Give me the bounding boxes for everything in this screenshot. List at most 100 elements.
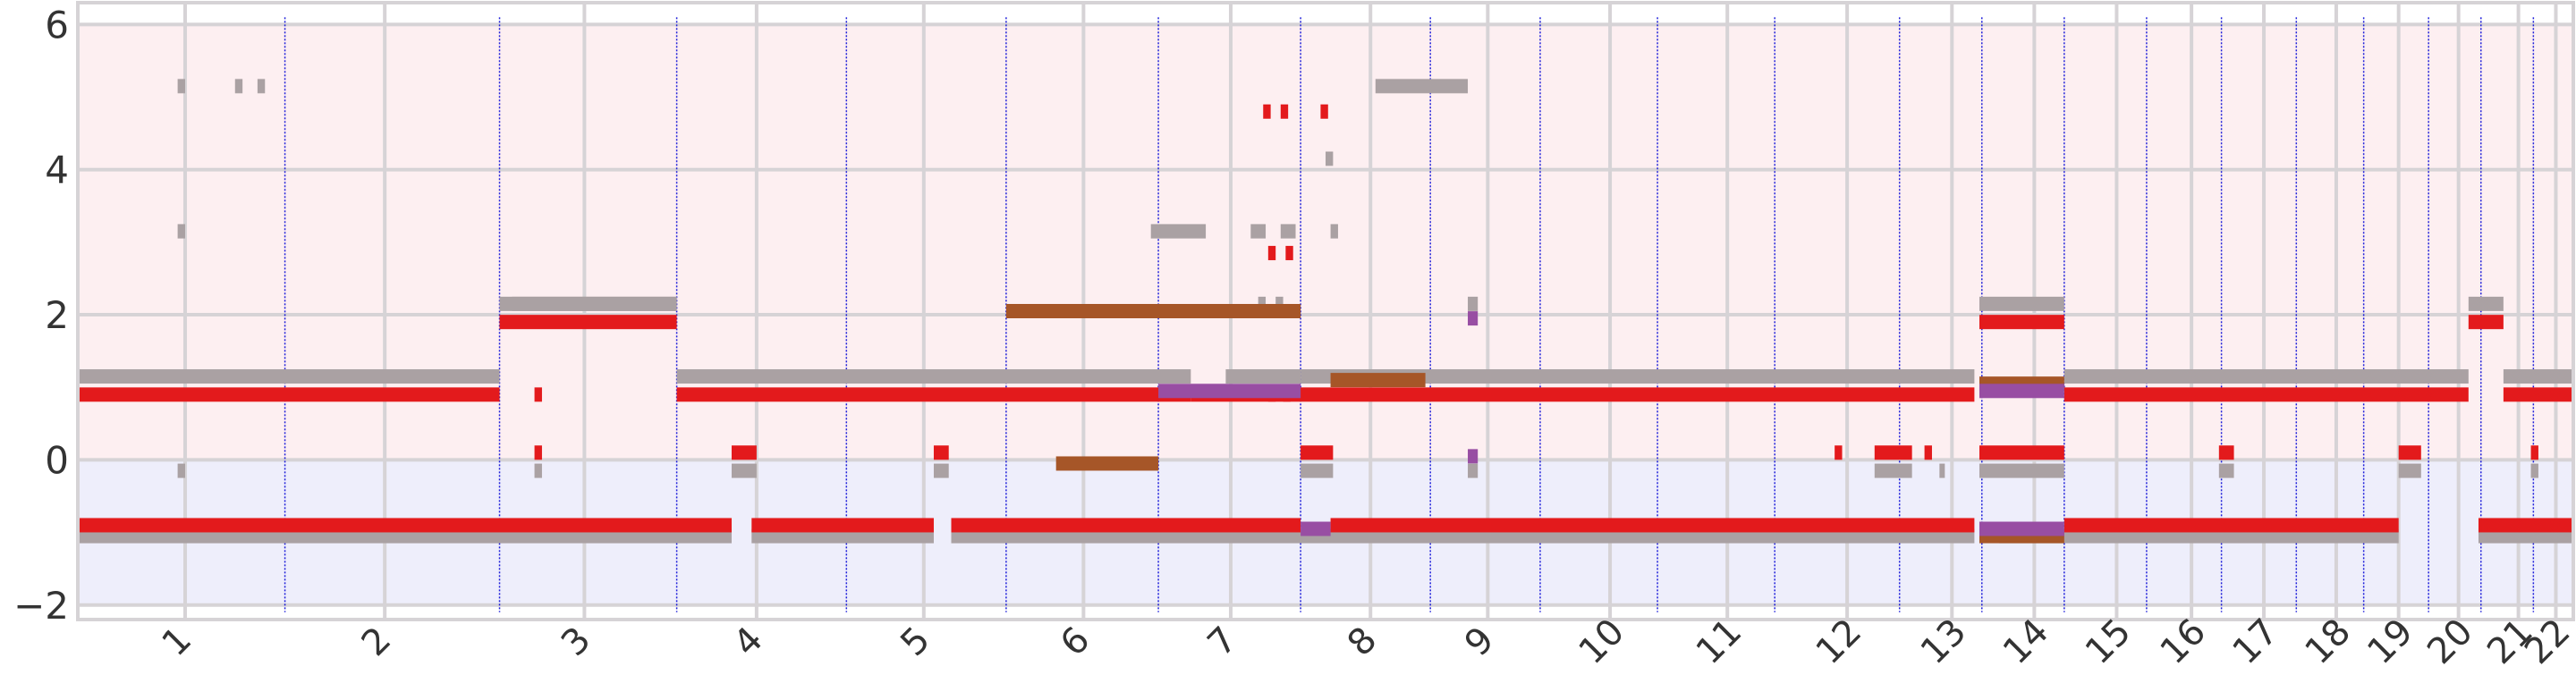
segment-red	[1979, 445, 2064, 460]
y-tick-label: 4	[45, 148, 69, 192]
y-tick-label: 2	[45, 293, 69, 337]
segment-gray	[1326, 151, 1334, 166]
segment-red	[1320, 104, 1328, 119]
segment-gray	[933, 463, 949, 478]
segment-red	[1874, 445, 1912, 460]
segment-gray	[234, 79, 243, 94]
segment-gray	[1979, 463, 2064, 478]
segment-red	[1979, 315, 2064, 330]
segment-red	[2530, 445, 2538, 460]
segment-red	[751, 518, 934, 533]
segment-gray	[2063, 369, 2469, 384]
segment-gray	[2468, 296, 2504, 311]
segment-red	[1330, 518, 1975, 533]
segment-gray	[676, 369, 1191, 384]
segment-red	[2503, 387, 2573, 402]
segment-gray	[731, 463, 757, 478]
y-tick-label: 6	[45, 3, 69, 46]
segment-series	[78, 79, 2573, 544]
x-tick-label: 3	[554, 620, 599, 665]
segment-red	[1263, 104, 1271, 119]
segment-gray	[1275, 296, 1284, 311]
segment-gray	[1330, 223, 1338, 239]
segment-red	[951, 518, 1301, 533]
segment-red	[676, 387, 1191, 402]
segment-purple	[1158, 384, 1301, 399]
segment-gray	[751, 528, 934, 544]
segment-purple	[1979, 521, 2064, 536]
x-tick-label: 7	[1200, 620, 1246, 665]
segment-gray	[2478, 528, 2573, 544]
segment-red	[2478, 518, 2573, 533]
segment-brown	[1055, 456, 1159, 471]
segment-gray	[1280, 223, 1296, 239]
series-red	[78, 104, 2573, 533]
segment-red	[1924, 445, 1932, 460]
segment-red	[1285, 246, 1293, 261]
x-tick-label: 8	[1340, 620, 1385, 665]
series-gray	[78, 79, 2573, 544]
segment-gray	[257, 79, 266, 94]
segment-gray	[177, 79, 185, 94]
segment-red	[2063, 518, 2399, 533]
segment-purple	[1301, 521, 1331, 536]
plot-frame	[76, 1, 2575, 621]
x-tick-label: 5	[893, 620, 938, 665]
segment-gray	[1250, 223, 1267, 239]
segment-red	[1280, 104, 1289, 119]
segment-red	[731, 445, 757, 460]
x-tick-label: 2	[354, 620, 400, 665]
x-tick-label: 6	[1053, 620, 1098, 665]
segment-gray	[1301, 463, 1334, 478]
segment-red	[2468, 315, 2504, 330]
segment-red	[1191, 387, 1975, 402]
segment-gray	[78, 369, 500, 384]
segment-red	[2218, 445, 2234, 460]
segment-purple	[1468, 449, 1479, 464]
segment-gray	[1468, 296, 1479, 311]
segment-gray	[1150, 223, 1207, 239]
y-axis: −2 0 2 4 6	[13, 3, 69, 627]
segment-red	[1301, 445, 1334, 460]
segment-gray	[534, 463, 542, 478]
segment-red	[534, 387, 542, 402]
segment-gray	[1375, 79, 1469, 94]
segment-gray	[951, 528, 1975, 544]
segment-gray	[1225, 369, 1301, 384]
segment-purple	[1979, 384, 2064, 399]
x-tick-label: 9	[1457, 620, 1503, 665]
series-purple	[1158, 311, 2064, 536]
segment-red	[2063, 387, 2469, 402]
segment-gray	[1258, 296, 1267, 311]
segment-gray	[1468, 463, 1479, 478]
segment-gray	[1939, 463, 1945, 478]
segment-gray	[499, 296, 677, 311]
segment-red	[1835, 445, 1843, 460]
segment-gray	[2398, 463, 2421, 478]
region-gain	[78, 24, 2573, 460]
segment-red	[933, 445, 949, 460]
segment-brown	[1330, 373, 1426, 388]
segment-red	[499, 315, 677, 330]
x-tick-label: 4	[725, 620, 771, 665]
segment-gray	[2530, 463, 2538, 478]
segment-red	[78, 387, 500, 402]
segment-red	[534, 445, 542, 460]
segment-red	[1267, 246, 1276, 261]
segment-gray	[177, 463, 185, 478]
segment-red	[2398, 445, 2421, 460]
segment-red	[78, 518, 732, 533]
x-tick-label: 1	[155, 620, 200, 665]
segment-gray	[1999, 528, 2399, 544]
segment-brown	[1005, 304, 1301, 318]
segment-gray	[2503, 369, 2573, 384]
segment-purple	[1468, 311, 1479, 326]
y-tick-label: 0	[45, 438, 69, 482]
segment-gray	[78, 528, 732, 544]
segment-gray	[1301, 369, 1975, 384]
y-tick-label: −2	[13, 584, 69, 628]
segment-gray	[2218, 463, 2234, 478]
segment-gray	[177, 223, 185, 239]
segment-gray	[1979, 296, 2064, 311]
